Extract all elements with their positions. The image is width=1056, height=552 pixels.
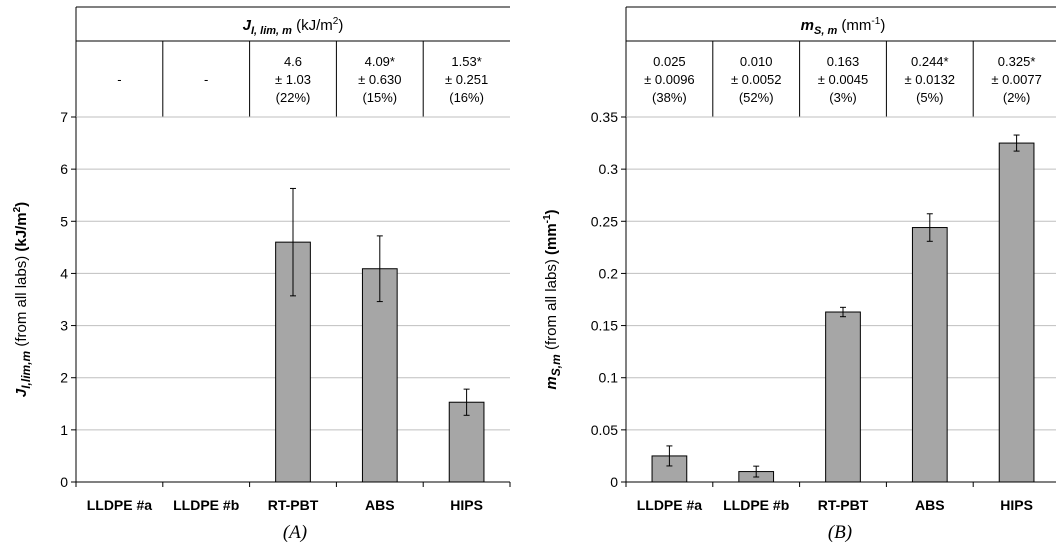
table-cell: ± 0.0132: [905, 72, 956, 87]
y-axis-label: JI,lim,m (from all labs) (kJ/m2): [12, 202, 33, 397]
table-cell: 0.025: [653, 54, 686, 69]
y-tick-label: 6: [60, 161, 68, 177]
table-cell: ± 1.03: [275, 72, 311, 87]
table-cell: ± 0.630: [358, 72, 401, 87]
table-cell: (22%): [276, 90, 311, 105]
table-cell: (3%): [829, 90, 856, 105]
table-cell: -: [117, 72, 121, 87]
x-tick-label: LLDPE #a: [637, 497, 703, 513]
table-cell: (52%): [739, 90, 774, 105]
table-cell: ± 0.0045: [818, 72, 869, 87]
table-cell: -: [204, 72, 208, 87]
table-cell: ± 0.251: [445, 72, 488, 87]
table-cell: (16%): [449, 90, 484, 105]
table-cell: 0.163: [827, 54, 860, 69]
table-cell: (15%): [362, 90, 397, 105]
table-header: mS, m (mm-1): [801, 16, 886, 37]
table-cell: 0.010: [740, 54, 773, 69]
y-tick-label: 0.25: [591, 213, 618, 229]
table-cell: 4.6: [284, 54, 302, 69]
y-tick-label: 7: [60, 109, 68, 125]
table-cell: ± 0.0052: [731, 72, 782, 87]
table-cell: 4.09*: [365, 54, 395, 69]
panel-caption: (A): [283, 522, 307, 543]
panel-caption: (B): [828, 522, 852, 543]
y-tick-label: 0.15: [591, 318, 618, 334]
y-axis-label: mS,m (from all labs) (mm-1): [542, 209, 563, 389]
y-tick-label: 3: [60, 318, 68, 334]
table-cell: 1.53*: [451, 54, 481, 69]
chart-panel-b: mS, m (mm-1) 0.025 ± 0.0096 (38%) 0.010 ± 0.0…: [542, 6, 1056, 543]
y-tick-label: 0.35: [591, 109, 618, 125]
x-tick-label: RT-PBT: [268, 497, 319, 513]
y-tick-label: 4: [60, 265, 68, 281]
y-tick-label: 0.1: [599, 370, 619, 386]
value-table: mS, m (mm-1) 0.025 ± 0.0096 (38%) 0.010 ± 0.0…: [625, 6, 1056, 117]
chart-panel-a: JI, lim, m (kJ/m2) - - 4.6 ± 1.03 (22%) 4.09* ±…: [12, 6, 511, 543]
x-tick-label: HIPS: [450, 497, 483, 513]
y-tick-label: 0.3: [599, 161, 619, 177]
x-tick-label: RT-PBT: [818, 497, 869, 513]
x-tick-label: LLDPE #a: [87, 497, 153, 513]
y-tick-label: 0: [610, 474, 618, 490]
x-tick-label: ABS: [915, 497, 945, 513]
y-tick-label: 5: [60, 213, 68, 229]
table-header: JI, lim, m (kJ/m2): [243, 16, 344, 37]
bar: [361, 268, 398, 483]
table-cell: ± 0.0077: [991, 72, 1042, 87]
x-tick-label: ABS: [365, 497, 395, 513]
table-cell: (38%): [652, 90, 687, 105]
bar: [911, 227, 948, 483]
y-tick-label: 0.2: [599, 265, 619, 281]
table-cell: (2%): [1003, 90, 1030, 105]
table-cell: (5%): [916, 90, 943, 105]
table-cell: 0.244*: [911, 54, 949, 69]
y-tick-label: 1: [60, 422, 68, 438]
value-table: JI, lim, m (kJ/m2) - - 4.6 ± 1.03 (22%) 4.09* ±…: [75, 6, 510, 117]
y-tick-label: 0: [60, 474, 68, 490]
y-tick-label: 0.05: [591, 422, 618, 438]
bar: [998, 142, 1035, 483]
x-tick-label: LLDPE #b: [723, 497, 789, 513]
x-tick-label: LLDPE #b: [173, 497, 239, 513]
x-tick-label: HIPS: [1000, 497, 1033, 513]
table-cell: ± 0.0096: [644, 72, 695, 87]
bar: [825, 311, 861, 483]
y-tick-label: 2: [60, 370, 68, 386]
table-cell: 0.325*: [998, 54, 1036, 69]
